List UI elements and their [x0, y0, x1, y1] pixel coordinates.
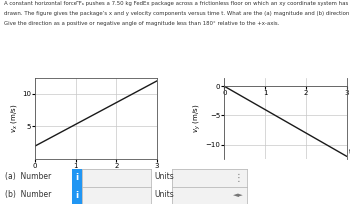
Text: Units: Units — [154, 190, 174, 199]
Text: t (s): t (s) — [349, 149, 350, 155]
Text: (b)  Number: (b) Number — [5, 190, 52, 199]
Text: drawn. The figure gives the package’s x and y velocity components versus time t.: drawn. The figure gives the package’s x … — [4, 11, 350, 16]
X-axis label: t (s): t (s) — [89, 171, 103, 177]
Text: (a)  Number: (a) Number — [5, 172, 51, 181]
Text: i: i — [75, 191, 78, 200]
Text: ⋮: ⋮ — [234, 173, 244, 183]
Text: A constant horizontal force ⃗Fₐ pushes a 7.50 kg FedEx package across a friction: A constant horizontal force ⃗Fₐ pushes a… — [4, 1, 350, 6]
Y-axis label: $v_x\ \mathrm{(m/s)}$: $v_x\ \mathrm{(m/s)}$ — [9, 104, 19, 133]
Text: ◄►: ◄► — [233, 192, 244, 198]
Text: Units: Units — [154, 172, 174, 181]
Y-axis label: $v_y\ \mathrm{(m/s)}$: $v_y\ \mathrm{(m/s)}$ — [191, 104, 203, 133]
Text: Give the direction as a positive or negative angle of magnitude less than 180° r: Give the direction as a positive or nega… — [4, 21, 279, 27]
Text: i: i — [75, 173, 78, 183]
